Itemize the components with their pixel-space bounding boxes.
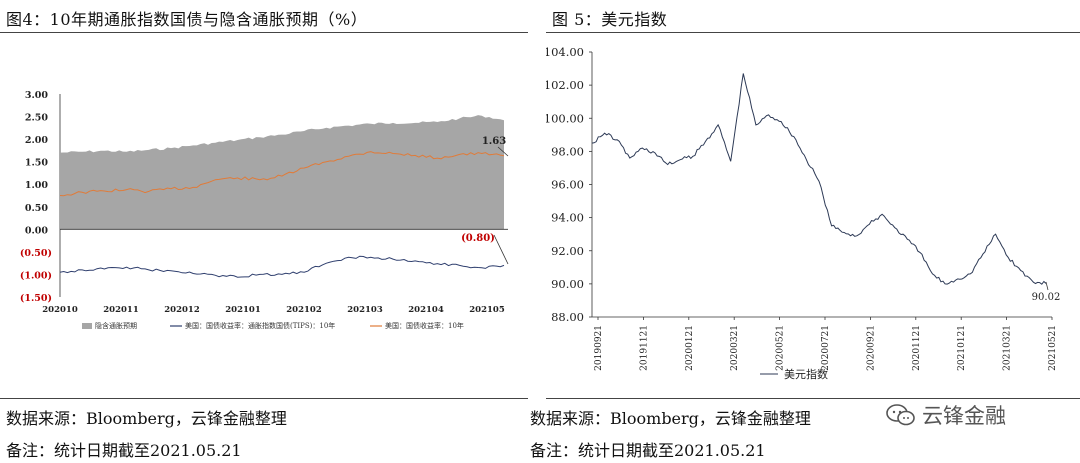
right-x-tick-label: 20210321 [1003, 325, 1013, 371]
legend-label-area: 隐含通胀预期 [95, 321, 137, 330]
right-x-tick-label: 20200721 [821, 325, 831, 371]
right-x-tick-label: 20210521 [1048, 325, 1058, 371]
right-x-tick-label: 20200521 [776, 325, 786, 371]
annotation-leader-dxy [1045, 281, 1049, 291]
legend-swatch-area [82, 323, 92, 329]
dollar-index-line [591, 73, 1047, 285]
right-note: 备注：统计日期截至2021.05.21 [530, 441, 766, 460]
right-y-tick-label: 104.00 [546, 45, 584, 59]
left-y-tick-label-neg: (0.50) [20, 248, 52, 259]
left-x-tick-label: 202012 [164, 305, 200, 315]
ust10y-line [59, 151, 505, 197]
left-data-source: 数据来源：Bloomberg，云锋金融整理 [6, 409, 287, 428]
right-x-tick-label: 20191121 [639, 325, 649, 371]
right-x-tick-label: 20200921 [866, 325, 876, 371]
right-data-source: 数据来源：Bloomberg，云锋金融整理 [530, 409, 811, 428]
right-y-tick-label: 96.00 [551, 178, 584, 192]
wechat-icon [886, 404, 915, 426]
right-x-tick-label: 20200321 [730, 325, 740, 371]
left-title-rule [0, 32, 528, 33]
left-x-tick-label: 202102 [286, 305, 322, 315]
annotation-last-dxy: 90.02 [1032, 292, 1061, 303]
left-chart: 3.00 2.50 2.00 1.50 1.00 0.50 0.00 (0.50) (1.00)… [20, 90, 509, 330]
right-y-tick-label: 90.00 [551, 277, 584, 291]
left-y-tick-label: 2.00 [25, 135, 49, 146]
annotation-last-tips: (0.80) [461, 233, 495, 244]
left-y-tick-label: 1.50 [25, 158, 49, 169]
right-bottom-rule [546, 398, 1080, 399]
right-y-tick-label: 98.00 [551, 144, 584, 158]
left-y-tick-label: 1.00 [25, 180, 49, 191]
watermark: 云锋金融 [886, 400, 1006, 430]
right-x-tick-label: 20200121 [685, 325, 695, 371]
left-y-tick-label: 0.00 [25, 225, 49, 236]
left-y-tick-label-neg: (1.00) [20, 270, 52, 281]
left-x-tick-label: 202101 [225, 305, 261, 315]
implied-inflation-area [60, 115, 504, 230]
left-y-tick-label: 3.00 [25, 90, 49, 101]
legend-label-dxy: 美元指数 [784, 367, 828, 381]
left-y-tick-label-neg: (1.50) [20, 293, 52, 304]
tips-line [59, 255, 505, 278]
legend-label-10y: 美国：国债收益率：10年 [385, 321, 464, 330]
left-bottom-rule [0, 398, 528, 399]
legend-label-tips: 美国：国债收益率：通胀指数国债(TIPS)：10年 [185, 321, 335, 330]
left-figure-title: 图4：10年期通胀指数国债与隐含通胀预期（%） [6, 10, 368, 29]
right-y-tick-label: 94.00 [551, 211, 584, 225]
left-x-tick-label: 202011 [103, 305, 139, 315]
right-y-tick-label: 100.00 [546, 111, 584, 125]
right-y-tick-label: 88.00 [551, 310, 584, 324]
right-figure-title: 图 5：美元指数 [552, 10, 668, 29]
annotation-leader-10y [497, 146, 509, 157]
annotation-leader-tips [493, 234, 509, 265]
left-x-tick-label: 202010 [42, 305, 78, 315]
left-note: 备注：统计日期截至2021.05.21 [6, 441, 242, 460]
left-y-tick-label: 2.50 [25, 113, 49, 124]
left-x-tick-label: 202103 [347, 305, 383, 315]
right-x-tick-label: 20201121 [912, 325, 922, 371]
right-title-rule [546, 32, 1080, 33]
right-x-tick-label: 20210121 [957, 325, 967, 371]
right-y-tick-label: 102.00 [546, 78, 584, 92]
right-x-tick-label: 20190921 [594, 325, 604, 371]
left-x-tick-label: 202104 [408, 305, 444, 315]
left-y-tick-label: 0.50 [25, 203, 49, 214]
annotation-last-10y: 1.63 [482, 136, 506, 147]
watermark-text: 云锋金融 [922, 404, 1006, 428]
right-y-tick-label: 92.00 [551, 244, 584, 258]
left-x-tick-label: 202105 [469, 305, 505, 315]
right-chart: 104.00 102.00 100.00 98.00 96.00 94.00 92.00 90… [546, 45, 1061, 381]
